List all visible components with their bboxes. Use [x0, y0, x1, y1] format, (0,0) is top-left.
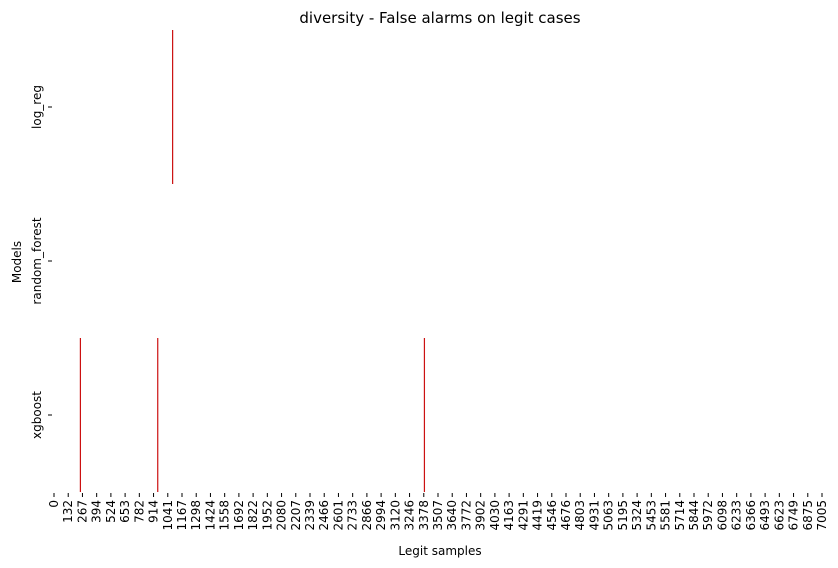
- x-tick-label: 1558: [218, 500, 232, 531]
- x-tick-label: 3640: [445, 500, 459, 531]
- x-tick-label: 1167: [175, 500, 189, 531]
- x-tick-label: 653: [118, 500, 132, 523]
- x-tick-label: 6875: [801, 500, 815, 531]
- x-axis: 0 132 267 394 524 653 782 914 1041 1167 1298 1424 15…: [47, 493, 829, 531]
- x-tick-label: 1822: [246, 500, 260, 531]
- chart-title: diversity - False alarms on legit cases: [299, 9, 580, 27]
- x-tick-label: 5581: [659, 500, 673, 531]
- x-tick-label: 4030: [488, 500, 502, 531]
- x-tick-label: 1952: [260, 500, 274, 531]
- x-tick-label: 4291: [516, 500, 530, 531]
- row-label: log_reg: [30, 85, 44, 129]
- x-tick-label: 5972: [701, 500, 715, 531]
- x-tick-label: 1298: [189, 500, 203, 531]
- x-tick-label: 4546: [545, 500, 559, 531]
- x-tick-label: 2866: [360, 500, 374, 531]
- x-tick-label: 5324: [630, 500, 644, 531]
- plot-area: [54, 30, 822, 492]
- x-tick-label: 6233: [730, 500, 744, 531]
- x-tick-label: 4803: [573, 500, 587, 531]
- x-tick-label: 2080: [275, 500, 289, 531]
- x-tick-label: 4676: [559, 500, 573, 531]
- x-tick-label: 394: [90, 500, 104, 523]
- x-tick-label: 2207: [289, 500, 303, 531]
- x-tick-label: 524: [104, 500, 118, 523]
- x-tick-label: 6623: [772, 500, 786, 531]
- x-tick-label: 2733: [346, 500, 360, 531]
- x-tick-label: 4931: [587, 500, 601, 531]
- heatmap-background: [54, 30, 822, 492]
- false-alarm-mark: [79, 338, 81, 492]
- row-label: xgboost: [30, 391, 44, 439]
- x-tick-label: 1424: [203, 500, 217, 531]
- false-alarm-mark: [423, 338, 426, 492]
- false-alarm-mark: [172, 30, 174, 184]
- x-tick-label: 1692: [232, 500, 246, 531]
- x-tick-label: 5714: [673, 500, 687, 531]
- x-tick-label: 2466: [317, 500, 331, 531]
- x-tick-label: 782: [132, 500, 146, 523]
- x-tick-label: 3507: [431, 500, 445, 531]
- x-tick-label: 2339: [303, 500, 317, 531]
- x-tick-label: 914: [147, 500, 161, 523]
- x-tick-label: 132: [61, 500, 75, 523]
- x-tick-label: 5195: [616, 500, 630, 531]
- x-tick-label: 5844: [687, 500, 701, 531]
- x-tick-label: 7005: [815, 500, 829, 531]
- x-tick-label: 3772: [459, 500, 473, 531]
- x-tick-label: 6493: [758, 500, 772, 531]
- x-tick-label: 6749: [787, 500, 801, 531]
- x-tick-label: 3120: [388, 500, 402, 531]
- x-tick-label: 6366: [744, 500, 758, 531]
- x-tick-label: 2601: [331, 500, 345, 531]
- x-tick-label: 3902: [474, 500, 488, 531]
- x-tick-label: 0: [47, 500, 61, 508]
- x-tick-label: 3246: [403, 500, 417, 531]
- x-tick-label: 6098: [715, 500, 729, 531]
- x-tick-label: 2994: [374, 500, 388, 531]
- x-tick-label: 1041: [161, 500, 175, 531]
- x-tick-label: 5453: [644, 500, 658, 531]
- x-tick-label: 5063: [602, 500, 616, 531]
- y-axis-label: Models: [10, 241, 24, 283]
- false-alarm-mark: [157, 338, 159, 492]
- x-tick-label: 3378: [417, 500, 431, 531]
- x-tick-label: 4419: [531, 500, 545, 531]
- x-axis-label: Legit samples: [398, 544, 481, 558]
- x-tick-label: 4163: [502, 500, 516, 531]
- row-label: random_forest: [30, 217, 44, 304]
- x-tick-label: 267: [75, 500, 89, 523]
